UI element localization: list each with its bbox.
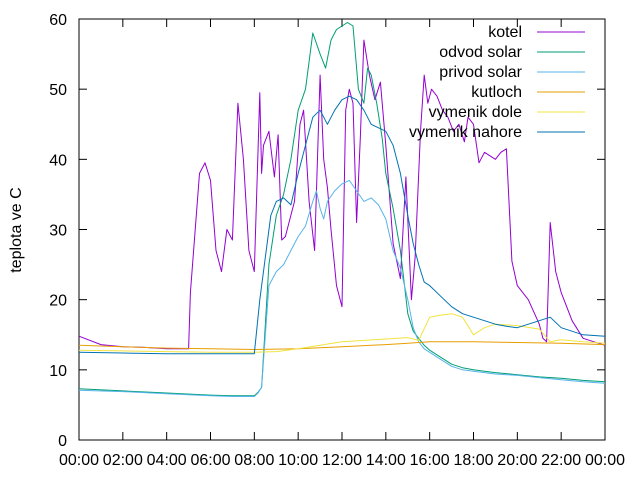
x-tick-label: 16:00	[410, 452, 450, 469]
y-tick-label: 60	[49, 12, 67, 29]
x-tick-label: 12:00	[322, 452, 362, 469]
legend: kotel odvod solar privod solar kutloch vymen…	[409, 24, 585, 141]
legend-label-kotel: kotel	[488, 24, 522, 41]
series-line-vymenik-nahore	[78, 95, 606, 355]
legend-label-privod-solar: privod solar	[439, 64, 522, 81]
y-tick-label: 50	[49, 82, 67, 99]
x-tick-label: 20:00	[497, 452, 537, 469]
legend-label-kutloch: kutloch	[471, 84, 522, 101]
x-tick-label: 06:00	[190, 452, 230, 469]
legend-label-odvod-solar: odvod solar	[439, 44, 522, 61]
legend-label-vymenik-nahore: vymenik nahore	[409, 124, 522, 141]
x-tick-label: 08:00	[234, 452, 274, 469]
legend-label-vymenik-dole: vymenik dole	[429, 104, 522, 121]
x-tick-label: 00:00	[59, 452, 99, 469]
y-axis: 0 10 20 30 40 50 60	[49, 12, 605, 450]
series-line-kutloch	[78, 341, 606, 350]
x-tick-label: 22:00	[541, 452, 581, 469]
y-tick-label: 40	[49, 152, 67, 169]
y-axis-label: teplota ve C	[8, 187, 25, 272]
x-tick-label: 18:00	[453, 452, 493, 469]
series-line-odvod-solar	[78, 22, 606, 397]
x-tick-label: 04:00	[147, 452, 187, 469]
x-tick-label: 02:00	[103, 452, 143, 469]
y-tick-label: 20	[49, 293, 67, 310]
series-layer	[78, 22, 606, 397]
series-line-kotel	[78, 39, 606, 350]
series-line-privod-solar	[78, 179, 606, 397]
plot-border	[78, 18, 606, 441]
x-axis: 00:00 02:00 04:00 06:00 08:00 10:00 12:00 14:00…	[59, 19, 625, 469]
x-tick-label: 10:00	[278, 452, 318, 469]
series-line-vymenik-dole	[78, 313, 606, 353]
y-tick-label: 30	[49, 223, 67, 240]
x-tick-label: 14:00	[366, 452, 406, 469]
y-tick-label: 10	[49, 363, 67, 380]
y-tick-label: 0	[58, 433, 67, 450]
x-tick-label: 00:00	[585, 452, 625, 469]
